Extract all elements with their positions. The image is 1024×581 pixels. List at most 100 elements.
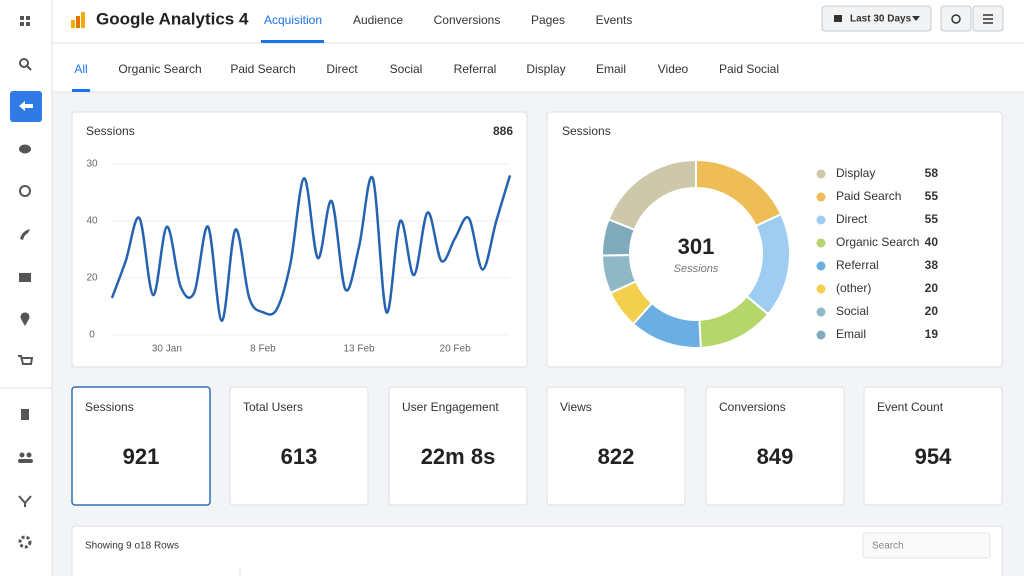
legend-swatch: [816, 261, 826, 271]
nav-tab[interactable]: Events: [596, 13, 633, 27]
kpi-value: 613: [281, 444, 318, 469]
app-title: Google Analytics 4: [96, 9, 249, 28]
x-tick-label: 13 Feb: [343, 344, 375, 355]
x-tick-label: 20 Feb: [440, 344, 472, 355]
legend-value: 58: [925, 166, 939, 180]
icon-phone[interactable]: [20, 229, 30, 240]
nav-tab[interactable]: Audience: [353, 13, 403, 27]
icon-chat[interactable]: [19, 144, 31, 154]
kpi-value: 22m 8s: [421, 444, 496, 469]
filter-tab[interactable]: Email: [596, 62, 626, 76]
active-tab-indicator: [261, 40, 324, 43]
icon-explore[interactable]: [19, 185, 31, 197]
kpi-label: Views: [560, 400, 592, 414]
legend-swatch: [816, 307, 826, 317]
donut-segment: [601, 218, 636, 257]
icon: [951, 14, 961, 24]
legend-label: (other): [836, 281, 871, 295]
x-tick-label: 30 Jan: [152, 344, 182, 355]
legend-value: 38: [925, 258, 939, 272]
legend-label: Email: [836, 327, 866, 341]
table-caption: Showing 9 o18 Rows: [85, 541, 179, 552]
chart-title: Sessions: [86, 124, 135, 138]
nav-tab[interactable]: Acquisition: [264, 13, 322, 27]
chart-total: 886: [493, 124, 513, 138]
donut-center-label: Sessions: [674, 263, 719, 275]
icon-location[interactable]: [20, 312, 30, 326]
icon: [983, 14, 993, 24]
kpi-card[interactable]: [705, 386, 845, 506]
legend-label: Referral: [836, 258, 879, 272]
icon-users[interactable]: [18, 452, 33, 464]
date-range: Last 30 Days: [850, 14, 912, 25]
legend-label: Direct: [836, 212, 868, 226]
line-series: [110, 175, 512, 323]
chart-title: Sessions: [562, 124, 611, 138]
y-tick-label: 40: [86, 216, 98, 227]
filter-tab[interactable]: Organic Search: [118, 62, 201, 76]
y-tick-label: 30: [86, 159, 98, 170]
logo: [71, 12, 85, 28]
legend-label: Display: [836, 166, 875, 180]
legend-swatch: [816, 192, 826, 202]
filter-tab[interactable]: Direct: [326, 62, 358, 76]
active-filter-indicator: [72, 89, 90, 92]
donut-center-value: 301: [678, 234, 715, 259]
legend-swatch: [816, 215, 826, 225]
kpi-card[interactable]: [71, 386, 211, 506]
legend-value: 20: [925, 304, 939, 318]
search-placeholder: Search: [872, 541, 904, 552]
filter-tab[interactable]: All: [74, 62, 87, 76]
line-card: [71, 111, 528, 368]
icon-button[interactable]: [940, 5, 972, 32]
filter-tab[interactable]: Referral: [454, 62, 497, 76]
kpi-value: 954: [915, 444, 952, 469]
sidebar-icons: [10, 16, 42, 549]
x-tick-label: 8 Feb: [250, 344, 276, 355]
legend-value: 19: [925, 327, 939, 341]
date-button[interactable]: Last 30 Days: [821, 5, 932, 32]
legend-value: 40: [925, 235, 939, 249]
kpi-label: User Engagement: [402, 400, 499, 414]
icon-mail[interactable]: [19, 273, 31, 282]
legend-swatch: [816, 284, 826, 294]
nav-tab[interactable]: Conversions: [434, 13, 501, 27]
filter-tab[interactable]: Video: [658, 62, 689, 76]
legend-label: Paid Search: [836, 189, 901, 203]
filter-tab[interactable]: Paid Social: [719, 62, 779, 76]
legend-value: 55: [925, 212, 939, 226]
filter-tab[interactable]: Social: [390, 62, 423, 76]
icon-funnel[interactable]: [18, 495, 32, 507]
icon-doc[interactable]: [21, 409, 29, 420]
icon-cart[interactable]: [18, 355, 34, 365]
icon-arrow: [19, 101, 33, 111]
sidebar: [0, 0, 52, 576]
icon-search[interactable]: [19, 58, 32, 71]
legend-swatch: [816, 330, 826, 340]
legend-label: Social: [836, 304, 869, 318]
filter-tab[interactable]: Paid Search: [230, 62, 295, 76]
kpi-label: Event Count: [877, 400, 944, 414]
legend-label: Organic Search: [836, 235, 919, 249]
legend-value: 55: [925, 189, 939, 203]
legend-value: 20: [925, 281, 939, 295]
kpi-label: Total Users: [243, 400, 303, 414]
icon-settings[interactable]: [18, 535, 32, 549]
y-tick-label: 0: [89, 330, 95, 341]
filter-tab[interactable]: Display: [526, 62, 565, 76]
y-tick-label: 20: [86, 273, 98, 284]
kpi-card[interactable]: [388, 386, 528, 506]
icon-apps[interactable]: [20, 16, 30, 26]
nav-tab[interactable]: Pages: [531, 13, 565, 27]
legend-swatch: [816, 169, 826, 179]
kpi-value: 921: [123, 444, 160, 469]
kpi-value: 849: [757, 444, 794, 469]
kpi-label: Sessions: [85, 400, 134, 414]
search-box[interactable]: [862, 532, 991, 559]
kpi-card[interactable]: [229, 386, 369, 506]
kpi-card[interactable]: [863, 386, 1003, 506]
kpi-value: 822: [598, 444, 635, 469]
legend-swatch: [816, 238, 826, 248]
kpi-card[interactable]: [546, 386, 686, 506]
